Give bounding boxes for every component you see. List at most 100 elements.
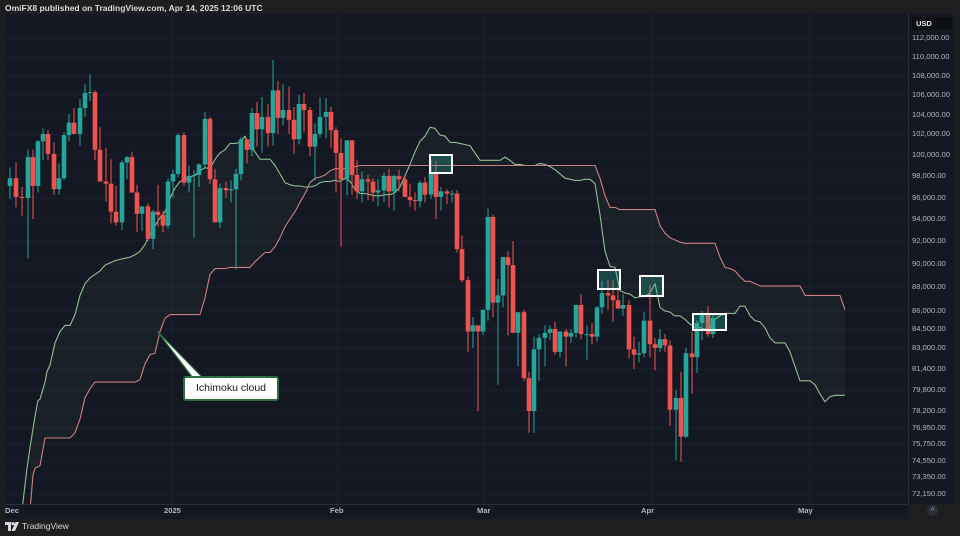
candle	[134, 192, 140, 214]
bottom-bar	[0, 519, 960, 536]
candle	[615, 300, 621, 309]
candle	[155, 211, 161, 215]
time-axis[interactable]	[5, 504, 908, 519]
price-label: 73,350.00	[912, 472, 946, 481]
candle	[244, 139, 250, 150]
price-label: 110,000.00	[912, 52, 950, 61]
candle	[307, 110, 313, 147]
candle	[233, 173, 239, 190]
candle	[92, 92, 98, 150]
candle	[547, 329, 553, 333]
candle	[344, 140, 350, 180]
price-label: 98,000.00	[912, 171, 946, 180]
candle	[223, 188, 229, 191]
candle	[35, 141, 41, 186]
candle	[428, 172, 434, 195]
candle	[275, 90, 281, 118]
candle	[526, 378, 532, 411]
candle	[500, 257, 506, 296]
candle	[417, 182, 423, 202]
candle	[678, 397, 684, 437]
candle	[536, 337, 542, 350]
price-label: 76,950.00	[912, 423, 946, 432]
candle	[673, 397, 679, 410]
time-label: May	[798, 506, 813, 515]
candle	[61, 135, 67, 179]
candle	[433, 172, 439, 197]
candle	[82, 93, 88, 108]
candle	[254, 113, 260, 130]
candle	[422, 182, 428, 195]
price-label: 74,550.00	[912, 456, 946, 465]
candle	[301, 104, 307, 110]
time-label: Feb	[330, 506, 344, 515]
price-scale[interactable]	[908, 14, 955, 504]
candle	[485, 216, 491, 310]
candle	[323, 112, 329, 117]
price-label: 104,000.00	[912, 110, 951, 119]
candle	[349, 140, 355, 175]
price-label: 79,800.00	[912, 385, 946, 394]
candle	[270, 90, 276, 134]
currency-label[interactable]: USD	[912, 17, 952, 30]
candle	[259, 116, 265, 130]
auto-scale-button[interactable]: A	[927, 505, 938, 516]
candle	[13, 178, 19, 197]
candle	[291, 119, 297, 140]
candle	[238, 139, 244, 174]
candles	[7, 59, 716, 462]
price-label: 100,000.00	[912, 150, 951, 159]
candle	[328, 112, 334, 131]
price-label: 78,200.00	[912, 406, 946, 415]
candle	[542, 332, 548, 338]
candle	[552, 329, 558, 352]
highlight-box	[429, 154, 453, 174]
publisher-text: OmiFX8 published on TradingView.com, Apr…	[5, 3, 263, 13]
candle	[578, 305, 584, 335]
candle	[396, 176, 402, 180]
time-label: Dec	[5, 506, 19, 515]
chart-pane[interactable]	[5, 14, 908, 504]
price-label: 106,000.00	[912, 90, 951, 99]
candle	[119, 162, 125, 223]
price-label: 92,000.00	[912, 236, 946, 245]
candle	[557, 331, 563, 352]
candle	[610, 295, 616, 301]
highlight-box	[597, 269, 621, 290]
candle	[495, 295, 501, 303]
candle	[249, 113, 255, 150]
candle	[338, 152, 344, 180]
tradingview-logo-icon	[5, 521, 19, 531]
price-label: 108,000.00	[912, 71, 951, 80]
candle	[386, 176, 392, 192]
candle	[573, 305, 579, 333]
time-label: Apr	[641, 506, 655, 515]
candle	[444, 191, 450, 194]
highlight-box	[639, 275, 664, 297]
tradingview-brand: TradingView	[22, 521, 69, 531]
candle	[475, 325, 481, 332]
candle	[170, 173, 176, 182]
candle	[438, 191, 444, 197]
candle	[296, 104, 302, 140]
candle	[181, 135, 187, 183]
candle	[51, 153, 57, 190]
senkou-span-b-line	[29, 164, 846, 504]
candle	[66, 122, 72, 136]
candle	[531, 349, 537, 411]
tradingview-logo[interactable]: TradingView	[5, 521, 69, 531]
candle	[312, 134, 318, 147]
candle	[620, 305, 626, 309]
price-label: 112,000.00	[912, 33, 950, 42]
candle	[694, 323, 700, 358]
candle	[662, 339, 668, 346]
candle	[280, 110, 286, 118]
candle	[370, 181, 376, 193]
candle	[228, 189, 234, 191]
price-label: 86,000.00	[912, 306, 946, 315]
candle	[391, 176, 397, 192]
candle	[196, 164, 202, 175]
candle	[317, 116, 323, 134]
price-label: 94,000.00	[912, 214, 946, 223]
